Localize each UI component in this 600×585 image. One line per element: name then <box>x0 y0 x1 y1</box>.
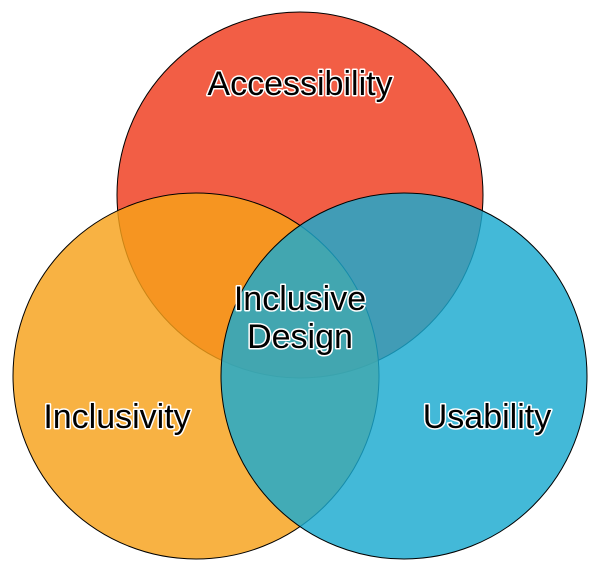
venn-diagram: Accessibility Inclusivity Usability Incl… <box>0 0 600 585</box>
label-accessibility: Accessibility <box>207 65 392 103</box>
label-center-line2: Design <box>247 318 353 356</box>
label-center-line1: Inclusive <box>234 280 366 318</box>
label-usability: Usability <box>423 398 551 436</box>
label-inclusivity: Inclusivity <box>43 398 190 436</box>
circle-usability <box>221 193 587 559</box>
